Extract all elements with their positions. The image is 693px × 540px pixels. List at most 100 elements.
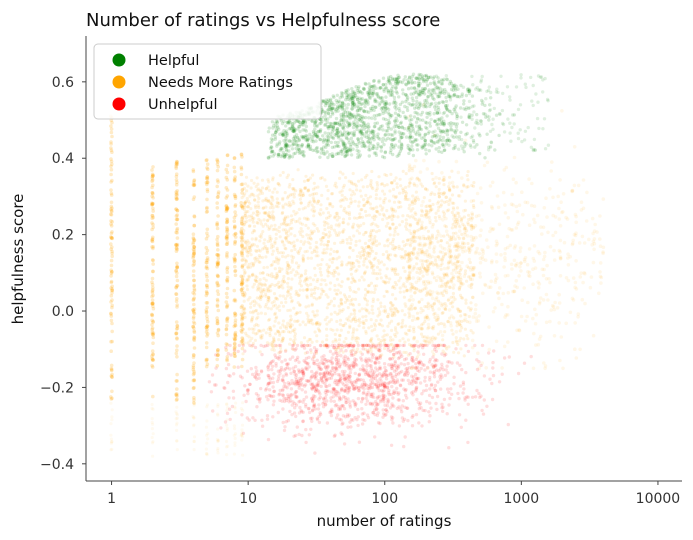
scatter-point-helpful <box>387 81 391 85</box>
scatter-point-needs-more-ratings <box>225 295 229 300</box>
scatter-point-needs-more-ratings <box>517 274 521 278</box>
scatter-point-needs-more-ratings <box>400 220 404 224</box>
scatter-point-needs-more-ratings <box>363 175 367 179</box>
scatter-point-needs-more-ratings <box>110 245 114 249</box>
scatter-point-needs-more-ratings <box>205 324 210 329</box>
scatter-point-helpful <box>454 135 459 139</box>
scatter-point-needs-more-ratings <box>205 405 209 409</box>
scatter-point-helpful <box>332 145 337 149</box>
scatter-point-needs-more-ratings <box>241 453 245 457</box>
scatter-point-needs-more-ratings <box>293 319 297 323</box>
scatter-point-needs-more-ratings <box>109 207 113 211</box>
scatter-point-needs-more-ratings <box>472 238 476 242</box>
scatter-point-needs-more-ratings <box>420 297 424 302</box>
scatter-point-needs-more-ratings <box>232 233 237 237</box>
scatter-point-needs-more-ratings <box>175 226 180 231</box>
scatter-point-needs-more-ratings <box>215 299 220 303</box>
scatter-point-needs-more-ratings <box>497 296 501 301</box>
scatter-point-needs-more-ratings <box>268 328 273 332</box>
scatter-point-helpful <box>415 148 420 152</box>
scatter-point-needs-more-ratings <box>342 183 346 187</box>
scatter-point-needs-more-ratings <box>433 181 437 185</box>
scatter-point-needs-more-ratings <box>326 211 331 215</box>
scatter-point-needs-more-ratings <box>264 292 268 296</box>
scatter-point-needs-more-ratings <box>403 285 408 289</box>
scatter-point-helpful <box>301 136 306 140</box>
scatter-point-needs-more-ratings <box>233 232 238 236</box>
scatter-point-needs-more-ratings <box>315 192 319 196</box>
scatter-point-needs-more-ratings <box>434 297 438 302</box>
scatter-point-needs-more-ratings <box>433 255 438 260</box>
scatter-point-needs-more-ratings <box>321 289 325 293</box>
scatter-point-needs-more-ratings <box>269 307 273 311</box>
scatter-point-needs-more-ratings <box>351 225 355 229</box>
scatter-point-needs-more-ratings <box>299 273 303 277</box>
scatter-point-helpful <box>349 136 354 140</box>
scatter-point-needs-more-ratings <box>459 314 463 318</box>
scatter-point-needs-more-ratings <box>336 266 340 270</box>
scatter-point-needs-more-ratings <box>436 240 440 244</box>
scatter-point-needs-more-ratings <box>381 252 385 257</box>
scatter-point-needs-more-ratings <box>284 255 288 259</box>
scatter-point-needs-more-ratings <box>456 279 460 283</box>
scatter-point-needs-more-ratings <box>599 281 603 285</box>
scatter-point-needs-more-ratings <box>224 220 229 225</box>
scatter-point-needs-more-ratings <box>331 257 335 261</box>
scatter-point-needs-more-ratings <box>447 188 451 192</box>
scatter-point-needs-more-ratings <box>496 291 500 295</box>
scatter-point-needs-more-ratings <box>421 199 425 204</box>
scatter-point-needs-more-ratings <box>266 178 270 182</box>
scatter-point-needs-more-ratings <box>232 424 236 428</box>
scatter-point-needs-more-ratings <box>544 320 549 325</box>
scatter-point-needs-more-ratings <box>419 213 424 218</box>
scatter-point-needs-more-ratings <box>232 256 236 260</box>
scatter-point-needs-more-ratings <box>394 334 398 338</box>
scatter-point-needs-more-ratings <box>411 298 415 302</box>
scatter-point-needs-more-ratings <box>296 319 300 323</box>
scatter-point-needs-more-ratings <box>346 298 350 302</box>
scatter-point-needs-more-ratings <box>332 228 336 232</box>
scatter-point-needs-more-ratings <box>192 259 196 263</box>
scatter-point-needs-more-ratings <box>364 314 368 318</box>
scatter-point-helpful <box>420 110 425 115</box>
scatter-point-needs-more-ratings <box>258 271 262 275</box>
scatter-point-needs-more-ratings <box>216 327 221 332</box>
scatter-point-needs-more-ratings <box>413 306 417 310</box>
scatter-point-needs-more-ratings <box>216 283 221 288</box>
scatter-point-needs-more-ratings <box>374 215 378 219</box>
scatter-point-needs-more-ratings <box>256 188 260 192</box>
scatter-point-needs-more-ratings <box>544 277 549 281</box>
scatter-point-needs-more-ratings <box>253 204 257 208</box>
scatter-point-needs-more-ratings <box>191 315 196 319</box>
scatter-point-needs-more-ratings <box>174 217 179 222</box>
scatter-point-needs-more-ratings <box>362 248 366 252</box>
scatter-point-needs-more-ratings <box>494 239 499 244</box>
scatter-point-helpful <box>372 108 376 113</box>
scatter-point-needs-more-ratings <box>355 188 359 192</box>
scatter-point-needs-more-ratings <box>457 270 461 275</box>
scatter-point-needs-more-ratings <box>462 209 466 213</box>
scatter-point-helpful <box>358 141 362 145</box>
scatter-point-needs-more-ratings <box>205 258 210 262</box>
scatter-point-needs-more-ratings <box>506 340 510 344</box>
scatter-point-needs-more-ratings <box>232 354 237 358</box>
scatter-point-needs-more-ratings <box>266 185 270 189</box>
scatter-point-needs-more-ratings <box>246 250 250 255</box>
scatter-point-needs-more-ratings <box>281 196 285 200</box>
scatter-point-needs-more-ratings <box>251 263 255 267</box>
scatter-point-needs-more-ratings <box>450 226 454 230</box>
scatter-point-needs-more-ratings <box>288 227 292 231</box>
scatter-point-needs-more-ratings <box>461 222 465 226</box>
scatter-point-needs-more-ratings <box>446 265 451 270</box>
scatter-point-needs-more-ratings <box>407 276 411 281</box>
scatter-point-needs-more-ratings <box>175 236 180 240</box>
scatter-point-needs-more-ratings <box>463 269 468 273</box>
scatter-point-helpful <box>440 100 445 104</box>
scatter-point-needs-more-ratings <box>265 250 270 255</box>
scatter-point-needs-more-ratings <box>494 339 499 344</box>
scatter-point-needs-more-ratings <box>265 289 269 293</box>
scatter-point-needs-more-ratings <box>305 296 309 300</box>
scatter-point-needs-more-ratings <box>461 249 465 254</box>
scatter-point-needs-more-ratings <box>505 234 510 239</box>
scatter-point-needs-more-ratings <box>296 168 300 172</box>
